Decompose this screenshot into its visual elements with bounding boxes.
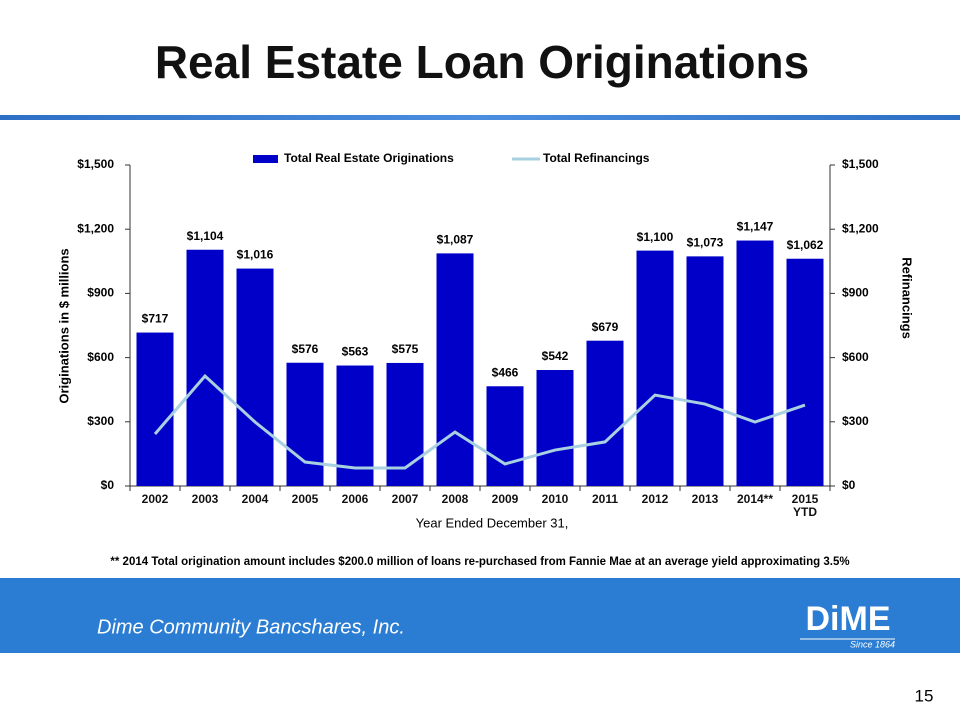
y2-tick-label: $900 [842, 286, 869, 300]
bar [586, 340, 624, 486]
value-label: $576 [292, 342, 319, 356]
x-tick-label: 2007 [391, 492, 419, 506]
x-tick-label: 2004 [241, 492, 269, 506]
logo: DiME [806, 600, 891, 638]
x-tick-label: 2006 [341, 492, 369, 506]
value-label: $1,087 [437, 233, 474, 247]
slide-title: Real Estate Loan Originations [155, 36, 809, 88]
footer-band [0, 578, 960, 653]
company-name: Dime Community Bancshares, Inc. [97, 616, 405, 638]
bar [736, 240, 774, 486]
y2-axis-title: Refinancings [900, 257, 915, 339]
bar [286, 362, 324, 486]
y2-tick-label: $600 [842, 350, 869, 364]
y-tick-label: $600 [87, 350, 114, 364]
value-label: $542 [542, 349, 569, 363]
x-tick-label: 2014** [736, 492, 774, 506]
value-label: $679 [592, 320, 619, 334]
value-label: $1,073 [687, 236, 724, 250]
value-label: $1,016 [237, 248, 274, 262]
logo-tagline: Since 1864 [850, 639, 895, 649]
bar [636, 250, 674, 486]
bar [136, 332, 174, 486]
y-tick-label: $1,200 [77, 221, 114, 235]
bar [786, 258, 824, 486]
legend-label: Total Real Estate Originations [284, 151, 454, 165]
bar [386, 362, 424, 486]
bar [186, 249, 224, 486]
x-tick-label: 2012 [641, 492, 669, 506]
x-tick-label: 2002 [141, 492, 169, 506]
y2-tick-label: $1,200 [842, 221, 879, 235]
line-series [153, 373, 806, 470]
y-tick-label: $300 [87, 414, 114, 428]
value-label: $466 [492, 365, 519, 379]
value-label: $1,062 [787, 238, 824, 252]
value-label: $717 [142, 312, 169, 326]
x-tick-label: 2010 [541, 492, 569, 506]
bar [686, 256, 724, 486]
bar [486, 386, 524, 486]
bar [436, 253, 474, 486]
footnote: ** 2014 Total origination amount include… [110, 556, 849, 568]
y-tick-label: $1,500 [77, 157, 114, 171]
legend-swatch [253, 155, 278, 163]
y2-tick-label: $0 [842, 478, 856, 492]
y2-tick-label: $1,500 [842, 157, 879, 171]
value-label: $563 [342, 345, 369, 359]
x-tick-label: 2003 [191, 492, 219, 506]
y2-tick-label: $300 [842, 414, 869, 428]
value-label: $575 [392, 342, 419, 356]
x-tick-label: 2013 [691, 492, 719, 506]
y-tick-label: $900 [87, 286, 114, 300]
y-axis-title: Originations in $ millions [56, 248, 71, 403]
legend-label: Total Refinancings [543, 151, 650, 165]
value-label: $1,104 [187, 229, 224, 243]
title-rule [0, 115, 960, 120]
value-label: $1,100 [637, 230, 674, 244]
bar [236, 268, 274, 486]
page-number: 15 [915, 686, 934, 705]
x-tick-label: 2009 [491, 492, 519, 506]
bar [536, 370, 574, 486]
y-tick-label: $0 [101, 478, 115, 492]
x-tick-label: 2005 [291, 492, 319, 506]
x-tick-label: 2015 YTD [791, 492, 819, 519]
x-axis-title: Year Ended December 31, [416, 515, 569, 530]
value-label: $1,147 [737, 220, 774, 234]
x-tick-label: 2008 [441, 492, 469, 506]
x-tick-label: 2011 [591, 492, 619, 506]
